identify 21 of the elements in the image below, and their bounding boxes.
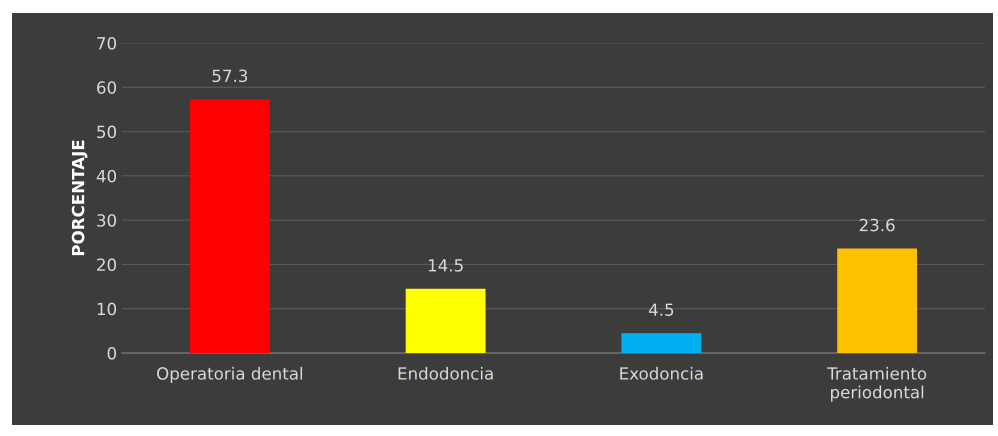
x-tick-label: Endodoncia xyxy=(398,366,493,380)
bar xyxy=(621,333,702,353)
y-tick-label: 30 xyxy=(97,214,116,227)
y-tick-label: 50 xyxy=(97,126,116,138)
data-label: 57.3 xyxy=(212,70,248,82)
data-label: 14.5 xyxy=(428,259,463,272)
bar xyxy=(837,248,918,353)
y-tick-label: 0 xyxy=(108,346,116,360)
y-axis-title: PORCENTAJE xyxy=(72,140,88,256)
data-label: 23.6 xyxy=(860,218,895,232)
y-tick-label: 10 xyxy=(98,302,116,316)
y-tick-label: 60 xyxy=(97,81,116,94)
bar xyxy=(406,288,486,353)
y-tick-label: 70 xyxy=(97,36,116,50)
x-tick-label: Exodoncia xyxy=(620,366,703,380)
x-tick-label: Operatoria dental xyxy=(157,366,302,384)
y-tick-label: 20 xyxy=(97,258,116,271)
y-tick-label: 40 xyxy=(96,170,116,182)
data-label: 4.5 xyxy=(648,304,674,316)
bar xyxy=(190,99,270,353)
x-tick-label: Tratamiento periodontal xyxy=(827,366,926,402)
